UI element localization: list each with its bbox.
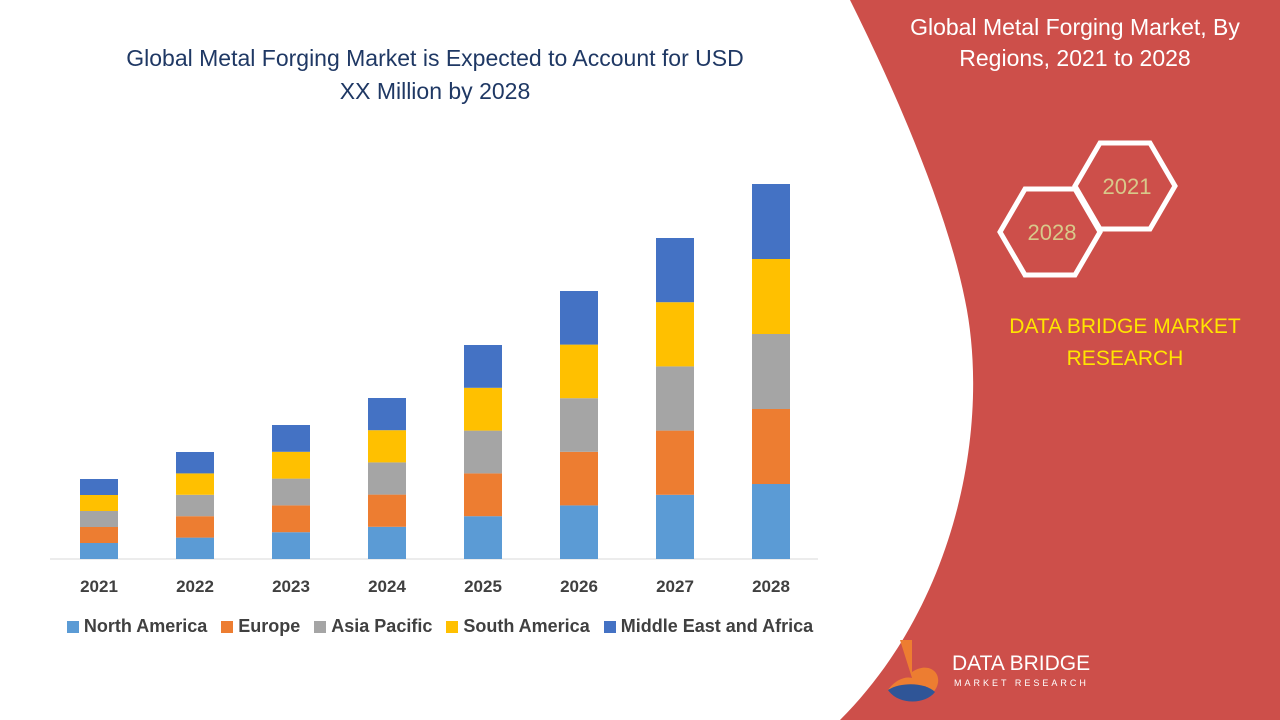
- hexagon-label: 2028: [1028, 220, 1077, 245]
- x-tick-label: 2027: [656, 577, 694, 596]
- bar-segment: [368, 430, 406, 463]
- legend-swatch: [221, 620, 234, 633]
- bar-segment: [752, 484, 790, 559]
- legend-swatch: [314, 620, 327, 633]
- hexagon: [997, 186, 1103, 278]
- legend-item: North America: [66, 616, 208, 637]
- x-tick-label: 2028: [752, 577, 790, 596]
- bar-segment: [752, 334, 790, 409]
- x-tick-label: 2024: [368, 577, 406, 596]
- bar-segment: [464, 473, 502, 517]
- legend-label: Middle East and Africa: [620, 616, 814, 636]
- logo-icon: [888, 640, 939, 699]
- legend: North America Europe Asia Pacific South Ame…: [40, 616, 840, 637]
- legend-item: Middle East and Africa: [603, 616, 814, 637]
- bar-segment: [656, 494, 694, 559]
- logo-tagline: MARKET RESEARCH: [954, 678, 1089, 688]
- legend-label: Europe: [238, 616, 301, 636]
- bar-segment: [560, 344, 598, 399]
- bar-segment: [176, 537, 214, 559]
- x-tick-label: 2023: [272, 577, 310, 596]
- bar-segment: [464, 430, 502, 474]
- bar-segment: [176, 516, 214, 538]
- panel-title: Global Metal Forging Market, By Regions,…: [910, 14, 1240, 71]
- bar-segment: [176, 452, 214, 474]
- bar-segment: [272, 478, 310, 506]
- bar-segment: [752, 184, 790, 259]
- bar-segment: [272, 532, 310, 559]
- legend-swatch: [66, 620, 79, 633]
- bar-segment: [752, 409, 790, 484]
- legend-label: North America: [83, 616, 208, 636]
- legend-swatch: [446, 620, 459, 633]
- bar-segment: [176, 494, 214, 517]
- bar-segment: [464, 345, 502, 388]
- bar-segment: [464, 516, 502, 559]
- legend-item: Asia Pacific: [314, 616, 432, 637]
- x-tick-label: 2026: [560, 577, 598, 596]
- bar-segment: [80, 495, 118, 511]
- bar-segment: [752, 259, 790, 334]
- bar-segment: [560, 398, 598, 452]
- logo-icon: [888, 684, 935, 702]
- bar-segment: [272, 425, 310, 452]
- bar-segment: [176, 473, 214, 495]
- bar-segment: [80, 511, 118, 527]
- bar-segment: [560, 291, 598, 345]
- legend-item: Europe: [221, 616, 300, 637]
- bar-segment: [272, 505, 310, 533]
- bar-segment: [656, 238, 694, 303]
- bar-segment: [368, 526, 406, 559]
- chart-title: Global Metal Forging Market is Expected …: [126, 45, 744, 104]
- bar-segment: [560, 505, 598, 559]
- brand: DATA BRIDGE MARKET RESEARCH: [1009, 315, 1241, 370]
- legend-item: South America: [446, 616, 590, 637]
- bar-segment: [368, 462, 406, 495]
- bar-segment: [656, 302, 694, 367]
- x-tick-label: 2021: [80, 577, 118, 596]
- bar-segment: [368, 398, 406, 431]
- logo-name: DATA BRIDGE: [952, 652, 1090, 675]
- hexagon: [1072, 140, 1178, 232]
- bar-segment: [80, 543, 118, 559]
- bar-segment: [656, 430, 694, 495]
- x-tick-label: 2022: [176, 577, 214, 596]
- hexagon-label: 2021: [1103, 174, 1152, 199]
- legend-label: South America: [463, 616, 590, 636]
- bar-segment: [464, 387, 502, 431]
- bar-segment: [560, 451, 598, 506]
- bar-segment: [656, 366, 694, 431]
- x-tick-label: 2025: [464, 577, 502, 596]
- bar-segment: [272, 451, 310, 479]
- legend-swatch: [603, 620, 616, 633]
- bar-segment: [368, 494, 406, 527]
- bar-segment: [80, 479, 118, 495]
- legend-label: Asia Pacific: [331, 616, 433, 636]
- bar-segment: [80, 527, 118, 543]
